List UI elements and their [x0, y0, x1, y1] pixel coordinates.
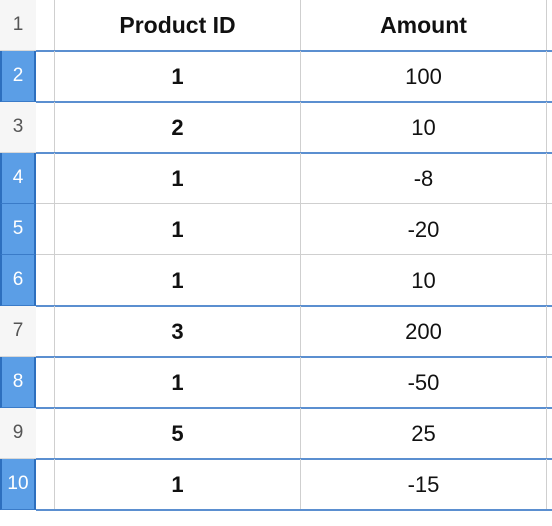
row-header[interactable]: 7 — [0, 306, 36, 357]
amount-cell[interactable]: 100 — [301, 51, 547, 102]
table-row: 4 1 -8 — [0, 153, 552, 204]
gutter-cell — [36, 459, 55, 510]
next-column-stub[interactable] — [547, 306, 552, 357]
amount-cell[interactable]: -20 — [301, 204, 547, 255]
column-header-amount[interactable]: Amount — [301, 0, 547, 51]
row-header[interactable]: 3 — [0, 102, 36, 153]
table-row: 7 3 200 — [0, 306, 552, 358]
next-column-stub[interactable] — [547, 255, 552, 306]
table-row: 2 1 100 — [0, 51, 552, 103]
table-row: 10 1 -15 — [0, 459, 552, 511]
row-header[interactable]: 5 — [0, 204, 36, 255]
row-border — [36, 458, 552, 460]
row-border — [36, 152, 552, 154]
next-column-stub[interactable] — [547, 153, 552, 204]
product-id-cell[interactable]: 1 — [55, 255, 301, 306]
row-header[interactable]: 6 — [0, 255, 36, 306]
next-column-stub[interactable] — [547, 204, 552, 255]
amount-cell[interactable]: -50 — [301, 357, 547, 408]
row-border — [36, 101, 552, 103]
product-id-cell[interactable]: 5 — [55, 408, 301, 459]
amount-cell[interactable]: 200 — [301, 306, 547, 357]
column-header-product-id[interactable]: Product ID — [55, 0, 301, 51]
product-id-cell[interactable]: 1 — [55, 459, 301, 510]
next-column-stub[interactable] — [547, 0, 552, 51]
next-column-stub[interactable] — [547, 51, 552, 102]
row-header-1[interactable]: 1 — [0, 0, 36, 51]
gutter-cell — [36, 102, 55, 153]
table-row: 9 5 25 — [0, 408, 552, 460]
next-column-stub[interactable] — [547, 102, 552, 153]
amount-cell[interactable]: 10 — [301, 255, 547, 306]
table-row: 5 1 -20 — [0, 204, 552, 255]
gutter-cell — [36, 51, 55, 102]
row-header[interactable]: 8 — [0, 357, 36, 408]
row-border — [36, 356, 552, 358]
amount-cell[interactable]: 25 — [301, 408, 547, 459]
table-row: 3 2 10 — [0, 102, 552, 154]
gutter-cell — [36, 357, 55, 408]
product-id-cell[interactable]: 3 — [55, 306, 301, 357]
amount-cell[interactable]: -8 — [301, 153, 547, 204]
row-border — [36, 203, 552, 204]
amount-cell[interactable]: -15 — [301, 459, 547, 510]
row-header[interactable]: 10 — [0, 459, 36, 510]
row-border — [36, 254, 552, 255]
gutter-cell — [36, 153, 55, 204]
row-header[interactable]: 4 — [0, 153, 36, 204]
row-border — [36, 305, 552, 307]
next-column-stub[interactable] — [547, 357, 552, 408]
table-row: 6 1 10 — [0, 255, 552, 307]
table-row: 8 1 -50 — [0, 357, 552, 409]
gutter-cell — [36, 255, 55, 306]
row-border — [36, 407, 552, 409]
amount-cell[interactable]: 10 — [301, 102, 547, 153]
next-column-stub[interactable] — [547, 408, 552, 459]
gutter-cell — [36, 306, 55, 357]
next-column-stub[interactable] — [547, 459, 552, 510]
product-id-cell[interactable]: 1 — [55, 357, 301, 408]
product-id-cell[interactable]: 1 — [55, 204, 301, 255]
product-id-cell[interactable]: 1 — [55, 51, 301, 102]
row-header[interactable]: 2 — [0, 51, 36, 102]
product-id-cell[interactable]: 2 — [55, 102, 301, 153]
row-border — [36, 509, 552, 511]
header-row: 1 Product ID Amount — [0, 0, 552, 52]
row-header[interactable]: 9 — [0, 408, 36, 459]
row-border — [36, 50, 552, 52]
gutter-cell — [36, 204, 55, 255]
gutter-cell — [36, 408, 55, 459]
product-id-cell[interactable]: 1 — [55, 153, 301, 204]
gutter-cell — [36, 0, 55, 51]
